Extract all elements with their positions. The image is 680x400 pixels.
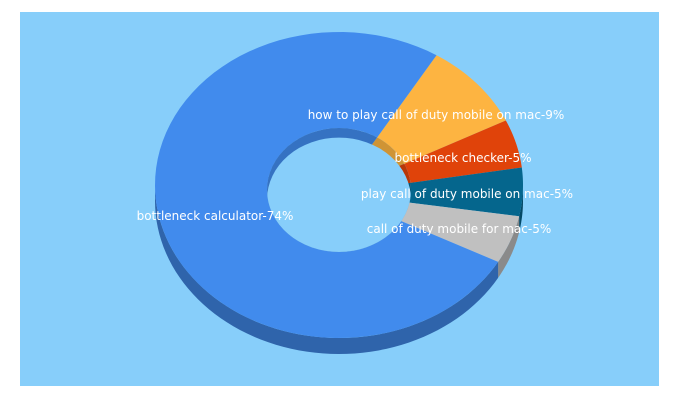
slice-0[interactable] (377, 55, 506, 164)
donut-sides (155, 185, 523, 354)
slice-side-3 (498, 216, 520, 278)
slice-label-4: bottleneck calculator-74% (137, 209, 294, 223)
slice-3[interactable] (401, 202, 520, 262)
slice-4[interactable] (155, 32, 499, 338)
slice-2[interactable] (409, 167, 523, 217)
slice-label-2: play call of duty mobile on mac-5% (361, 187, 573, 201)
hole-floor (267, 137, 411, 252)
slice-side-2 (519, 185, 523, 233)
slice-labels: how to play call of duty mobile on mac-9… (137, 108, 574, 236)
slice-label-0: how to play call of duty mobile on mac-9… (308, 108, 565, 122)
slice-label-1: bottleneck checker-5% (394, 151, 531, 165)
slice-1[interactable] (404, 120, 522, 183)
slice-label-3: call of duty mobile for mac-5% (367, 222, 552, 236)
donut-slices (155, 32, 523, 338)
